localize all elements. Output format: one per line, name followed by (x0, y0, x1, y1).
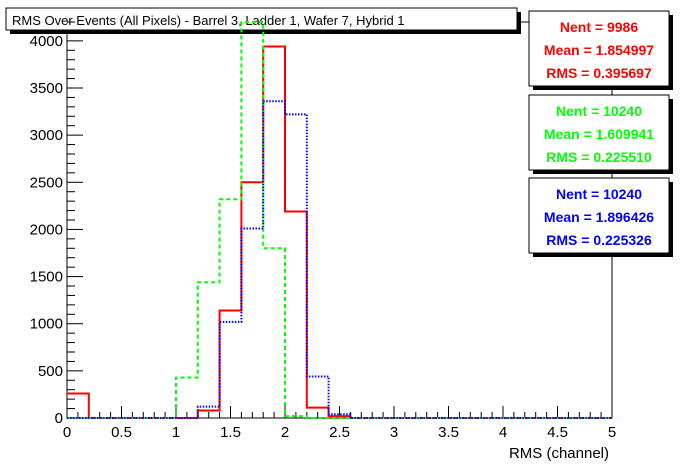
x-tick-label: 4 (499, 424, 507, 441)
stats-nent: Nent = 10240 (556, 103, 642, 119)
chart-title: RMS Over Events (All Pixels) - Barrel 3,… (12, 13, 405, 28)
axis-layer: 0 0.5 1 1.5 2 2.5 3 3.5 4 4.5 5 0 500 1000 1500 2000 250… (30, 21, 616, 441)
stats-box-frame (528, 10, 670, 87)
y-tick-label: 3500 (30, 80, 63, 97)
stats-box-3: Nent = 10240 Mean = 1.896426 RMS = 0.22532… (528, 177, 673, 257)
x-tick-label: 2 (281, 424, 289, 441)
stats-nent: Nent = 10240 (556, 186, 642, 202)
x-tick-label: 3.5 (438, 424, 459, 441)
x-tick-label: 1.5 (220, 424, 241, 441)
y-tick-label: 3000 (30, 127, 63, 144)
stats-mean: Mean = 1.896426 (544, 209, 654, 225)
x-tick-label: 5 (608, 424, 616, 441)
x-axis-label: RMS (channel) (509, 445, 609, 462)
y-tick-label: 500 (38, 363, 63, 380)
series-layer (67, 21, 612, 419)
x-tick-label: 3 (390, 424, 398, 441)
y-tick-label: 0 (55, 410, 63, 427)
y-tick-label: 1000 (30, 316, 63, 333)
x-tick-label: 1 (172, 424, 180, 441)
stats-box-1: Nent = 9986 Mean = 1.854997 RMS = 0.395697 (528, 10, 673, 90)
x-tick-label: 0 (63, 424, 71, 441)
x-tick-label: 4.5 (547, 424, 568, 441)
x-tick-label: 0.5 (111, 424, 132, 441)
stats-box-frame (528, 177, 670, 254)
y-tick-label: 2500 (30, 174, 63, 191)
stats-box-2: Nent = 10240 Mean = 1.609941 RMS = 0.22551… (528, 94, 673, 174)
x-tick-label: 2.5 (329, 424, 350, 441)
stats-mean: Mean = 1.854997 (544, 42, 654, 58)
stats-nent: Nent = 9986 (560, 19, 638, 35)
stats-box-frame (528, 94, 670, 171)
stats-rms: RMS = 0.395697 (546, 65, 652, 81)
title-box (5, 7, 518, 31)
stats-rms: RMS = 0.225510 (546, 149, 652, 165)
y-tick-label: 2000 (30, 221, 63, 238)
stats-mean: Mean = 1.609941 (544, 126, 654, 142)
y-tick-label: 4000 (30, 33, 63, 50)
stats-rms: RMS = 0.225326 (546, 232, 652, 248)
stats-layer: Nent = 9986 Mean = 1.854997 RMS = 0.395697… (528, 10, 673, 257)
y-tick-label: 1500 (30, 269, 63, 286)
